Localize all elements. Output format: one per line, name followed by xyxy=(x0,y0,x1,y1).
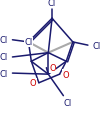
Text: Cl: Cl xyxy=(0,69,8,78)
Text: Cl: Cl xyxy=(0,53,8,62)
Text: Cl: Cl xyxy=(92,41,100,50)
Text: Cl: Cl xyxy=(48,0,56,8)
Text: O: O xyxy=(49,64,56,73)
Text: Cl: Cl xyxy=(0,36,8,45)
Text: O: O xyxy=(29,79,36,88)
Text: Cl: Cl xyxy=(24,38,33,47)
Text: Cl: Cl xyxy=(64,98,72,107)
Text: O: O xyxy=(62,70,69,79)
